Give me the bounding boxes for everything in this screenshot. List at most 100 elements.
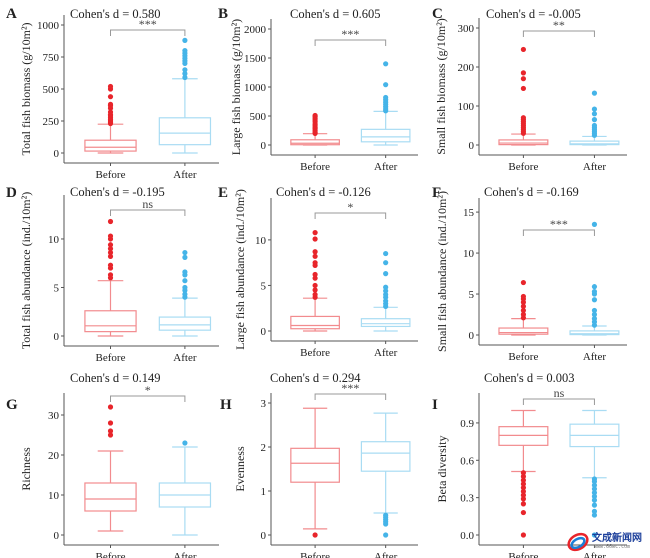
y-tick-label: 750	[43, 52, 60, 64]
box-after	[158, 37, 212, 154]
y-tick-label: 0.0	[460, 530, 474, 542]
outlier-point	[383, 250, 389, 257]
outlier-point	[520, 279, 527, 286]
y-tick-label: 0.9	[460, 418, 474, 430]
outlier-point	[591, 493, 598, 499]
outlier-point	[182, 37, 188, 43]
x-tick-label: After	[173, 169, 197, 181]
outlier-point	[591, 111, 598, 117]
panel-a: A 0 250 500 750 1000 Total fish biomass (g/10m…	[6, 6, 219, 181]
outlier-point	[107, 262, 114, 268]
outlier-point	[520, 293, 527, 300]
iqr-box	[498, 139, 549, 146]
outlier-point	[312, 236, 318, 242]
outlier-point	[520, 477, 527, 483]
outlier-point	[591, 307, 598, 314]
watermark-logo-icon	[567, 532, 589, 552]
panel-letter: A	[6, 6, 17, 22]
y-tick-label: 10	[48, 234, 60, 246]
outlier-point	[107, 109, 114, 115]
outlier-point	[383, 284, 389, 290]
box-before	[290, 230, 340, 332]
y-axis-label: Total fish abundance (ind./10m²)	[19, 192, 33, 349]
x-tick-label: Before	[508, 351, 538, 363]
outlier-point	[591, 482, 598, 488]
panel-letter: C	[432, 6, 443, 22]
cohens-d-label: Cohen's d = -0.005	[486, 7, 581, 21]
y-tick-label: 250	[43, 116, 60, 128]
outlier-point	[591, 122, 598, 129]
outlier-point	[182, 291, 188, 297]
outlier-point	[591, 311, 598, 318]
y-tick-label: 5	[54, 282, 60, 294]
x-tick-label: Before	[300, 551, 330, 558]
outlier-point	[182, 269, 188, 275]
y-axis-label: Beta diversity	[435, 436, 449, 503]
outlier-point	[591, 476, 598, 482]
cohens-d-label: Cohen's d = -0.169	[484, 185, 579, 199]
panel-e: E 0 5 10 Large fish abundance (ind./10m²) Bef…	[218, 185, 418, 359]
y-axis-label: Large fish biomass (g/10m²)	[229, 19, 243, 155]
significance-label: *	[347, 200, 353, 214]
y-tick-label: 0	[261, 530, 267, 542]
y-tick-label: 1500	[244, 53, 267, 65]
outlier-point	[107, 253, 114, 260]
significance-bracket	[110, 395, 186, 402]
outlier-point	[520, 115, 527, 121]
outlier-point	[182, 254, 188, 260]
outlier-point	[312, 275, 318, 281]
outlier-point	[312, 112, 318, 119]
y-axis-label: Richness	[19, 447, 33, 491]
box-before	[498, 279, 549, 336]
significance-label: **	[553, 18, 565, 32]
significance-label: *	[145, 383, 151, 397]
watermark-url: www.66wc.com	[594, 544, 630, 550]
significance-bracket	[522, 30, 595, 37]
outlier-point	[520, 307, 527, 314]
outlier-point	[182, 48, 188, 54]
outlier-point	[520, 85, 527, 92]
box-before	[84, 404, 137, 532]
x-tick-label: Before	[508, 551, 538, 558]
outlier-point	[591, 502, 598, 508]
box-before	[84, 83, 137, 154]
y-tick-label: 500	[43, 84, 60, 96]
outlier-point	[107, 83, 114, 90]
panel-d: D 0 5 10 Total fish abundance (ind./10m²) Bef…	[6, 185, 219, 364]
outlier-point	[107, 420, 114, 426]
outlier-point	[520, 509, 527, 516]
outlier-point	[107, 432, 114, 438]
x-tick-label: After	[173, 352, 197, 364]
panel-letter: G	[6, 397, 18, 413]
box-after	[569, 221, 620, 336]
panel-i: I 0.0 0.3 0.6 0.9 Beta diversity Before After Co…	[432, 371, 627, 558]
outlier-point	[107, 272, 114, 278]
x-tick-label: After	[583, 551, 607, 558]
outlier-point	[520, 303, 527, 309]
outlier-point	[591, 532, 598, 538]
y-tick-label: 500	[250, 111, 267, 123]
outlier-point	[107, 246, 114, 252]
cohens-d-label: Cohen's d = 0.003	[484, 371, 575, 385]
x-tick-label: Before	[300, 347, 330, 359]
outlier-point	[591, 288, 598, 295]
y-tick-label: 2000	[244, 24, 267, 36]
iqr-box	[290, 139, 340, 146]
outlier-point	[591, 512, 598, 518]
outlier-point	[182, 71, 188, 77]
outlier-point	[107, 428, 114, 434]
outlier-point	[383, 291, 389, 298]
x-tick-label: Before	[508, 161, 538, 173]
cohens-d-label: Cohen's d = -0.195	[70, 185, 165, 199]
significance-bracket	[110, 209, 186, 216]
y-tick-label: 0	[54, 148, 60, 160]
iqr-box	[84, 139, 137, 152]
outlier-point	[312, 532, 318, 538]
x-tick-label: After	[173, 551, 197, 558]
iqr-box	[569, 140, 620, 146]
y-axis-label: Small fish abundance (ind./10m²)	[435, 191, 449, 352]
outlier-point	[591, 490, 598, 496]
outlier-point	[182, 440, 188, 446]
watermark: 文成新闻网 www.66wc.com	[567, 531, 642, 552]
